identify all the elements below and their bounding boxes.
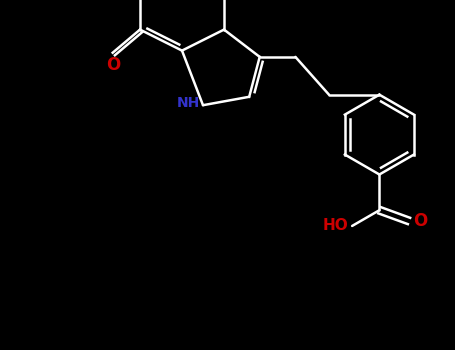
Text: NH: NH: [177, 96, 200, 110]
Text: O: O: [413, 212, 427, 230]
Text: HO: HO: [323, 218, 348, 233]
Text: O: O: [106, 56, 121, 74]
